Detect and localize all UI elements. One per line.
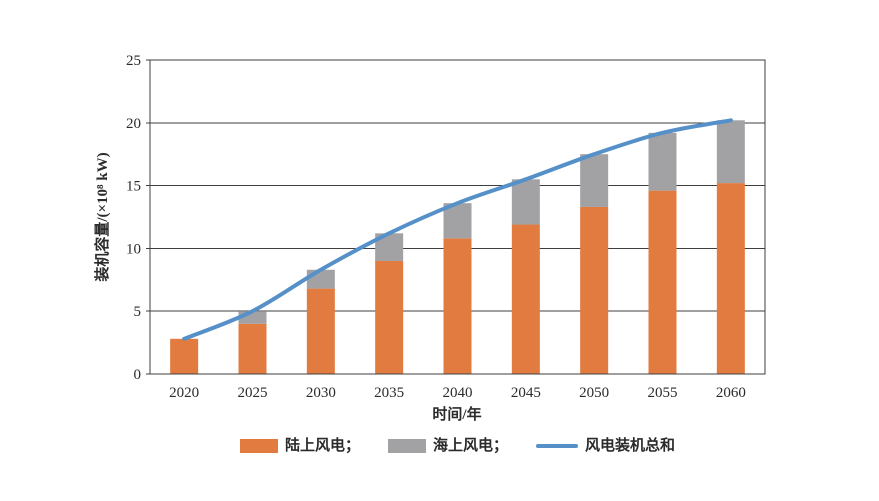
legend-label-onshore: 陆上风电； [284,437,360,454]
bar-segment-offshore-2060 [716,120,745,184]
bar-segment-onshore-2025 [238,323,267,374]
bar-segment-onshore-2050 [580,206,609,374]
onshore-swatch [239,439,278,453]
x-axis-label: 时间/年 [432,405,481,423]
legend-item-offshore: 海上风电； [387,437,508,454]
y-tick-label: 25 [126,53,141,69]
y-axis-label: 装机容量/(×10⁸ kW) [93,152,111,282]
bar-segment-offshore-2050 [580,154,609,207]
x-axis-ticks: 2020 2025 2030 2035 2040 2045 2050 2055 2060 [169,385,746,401]
legend-label-offshore: 海上风电； [432,437,508,454]
y-tick-label: 0 [134,367,142,383]
x-tick-label: 2035 [374,385,404,401]
bar-segment-offshore-2055 [648,132,677,191]
legend: 陆上风电； 海上风电； 风电装机总和 [150,434,765,458]
y-axis-ticks: 0 5 10 15 20 25 [126,53,150,383]
x-tick-label: 2045 [511,385,541,401]
y-tick-label: 10 [126,241,141,257]
legend-label-total: 风电装机总和 [585,437,676,454]
bar-segment-onshore-2055 [648,190,677,374]
bar-segment-onshore-2060 [716,183,745,374]
y-tick-label: 20 [126,116,141,132]
total-line [182,118,733,341]
bar-segment-onshore-2045 [511,224,540,374]
legend-item-total: 风电装机总和 [536,437,676,454]
legend-item-onshore: 陆上风电； [239,437,360,454]
y-tick-label: 15 [126,179,141,195]
x-tick-label: 2030 [306,385,336,401]
bar-segment-offshore-2045 [511,179,540,225]
bar-segment-onshore-2035 [375,260,404,374]
y-tick-label: 5 [134,304,142,320]
plot-frame [149,59,766,375]
x-tick-label: 2025 [238,385,268,401]
plot-border [149,59,766,375]
bar-segment-onshore-2020 [170,338,199,374]
x-tick-label: 2050 [579,385,609,401]
x-tick-label: 2055 [648,385,678,401]
bar-segment-onshore-2030 [306,288,335,374]
x-tick-label: 2020 [169,385,199,401]
x-tick-label: 2040 [443,385,473,401]
bar-segment-onshore-2040 [443,238,472,374]
bar-series [170,120,745,374]
offshore-swatch [387,439,426,453]
x-tick-label: 2060 [716,385,746,401]
bar-segment-offshore-2030 [306,269,335,289]
total-line-swatch [536,444,578,448]
